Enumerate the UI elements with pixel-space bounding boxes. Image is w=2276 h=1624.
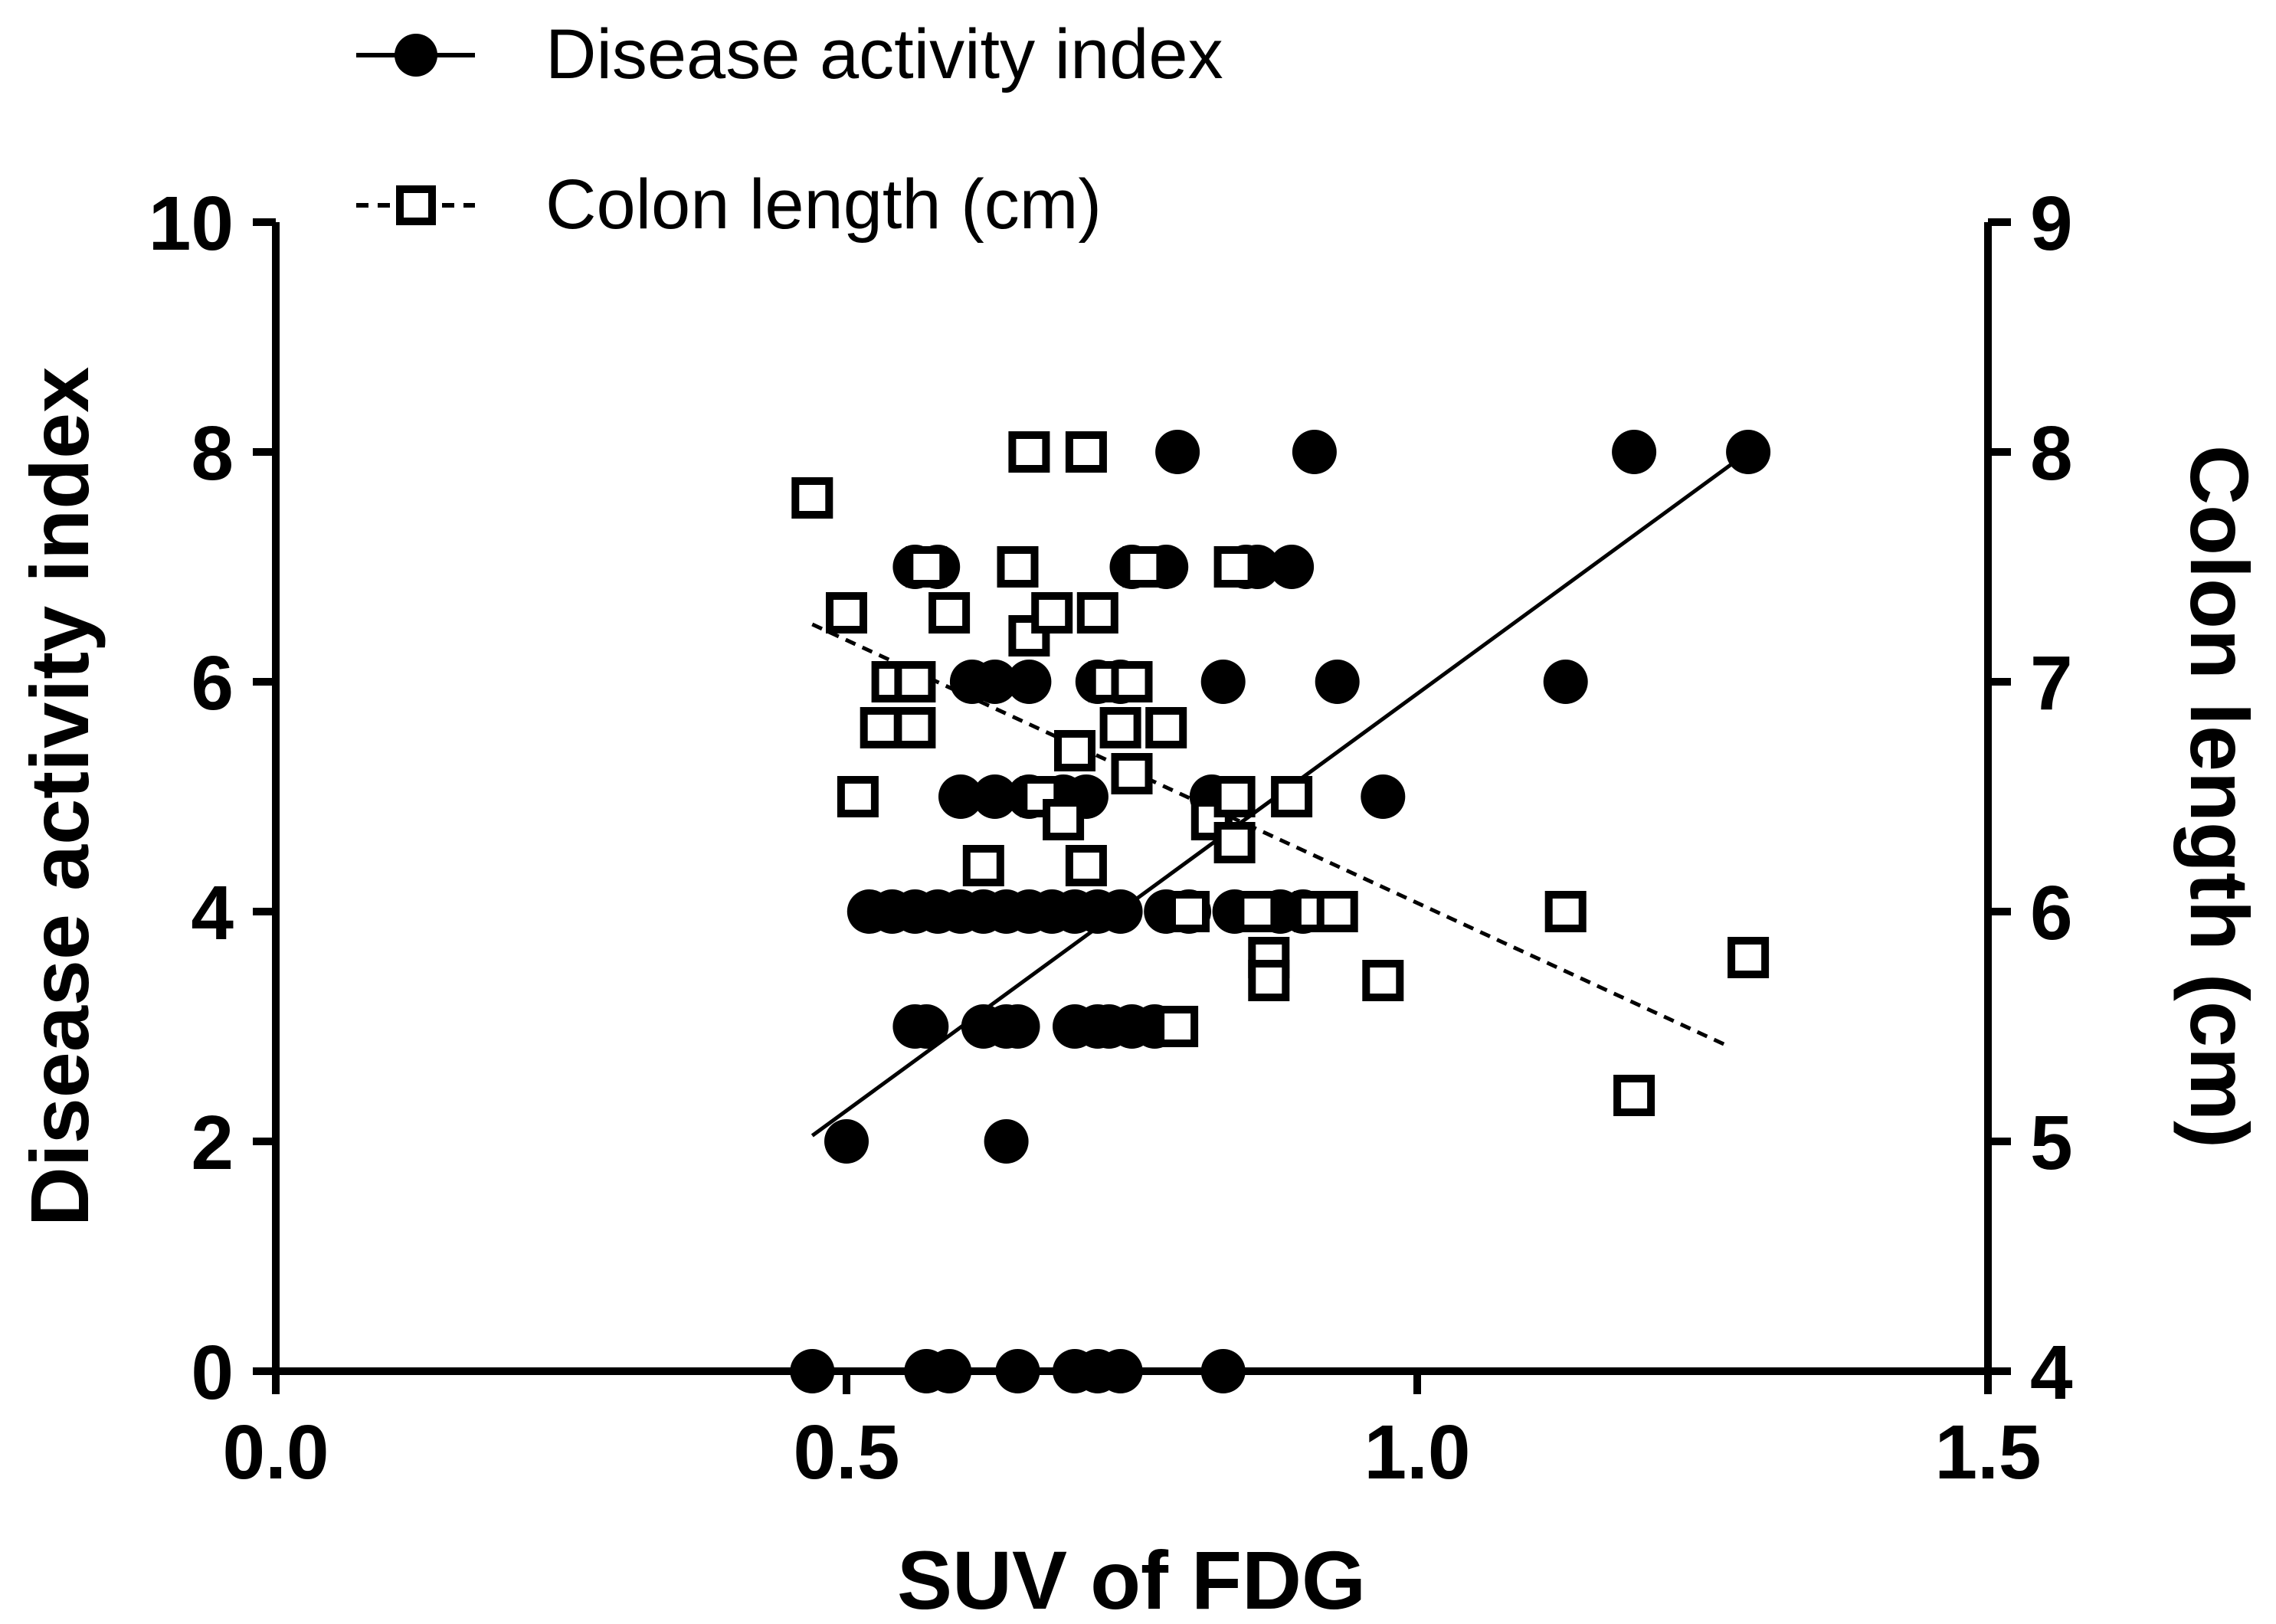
colon-length-point [1213,546,1256,588]
left-y-ticks: 0 2 4 6 8 10 [149,181,276,1416]
colon-length-point [1099,707,1141,748]
colon-length-point [1043,799,1085,840]
colon-length-point [1111,753,1153,794]
right-y-axis-title: Colon length (cm) [2173,445,2266,1148]
colon-length-point [1020,776,1062,817]
legend-label-disease-activity: Disease activity index [545,15,1223,93]
left-y-tick-label: 2 [191,1100,234,1186]
disease-activity-point [1200,660,1246,704]
disease-activity-points [790,430,1771,1393]
disease-activity-point [824,1119,869,1164]
x-tick-label: 1.0 [1364,1410,1470,1495]
left-y-tick-label: 4 [191,870,234,956]
right-y-tick-label: 8 [2030,411,2073,496]
disease-activity-point [1292,430,1337,474]
x-axis-title: SUV of FDG [897,1534,1366,1624]
disease-activity-point [1200,1349,1246,1393]
colon-length-point [860,707,902,748]
colon-length-point [1122,546,1164,588]
colon-length-point [1316,891,1358,932]
colon-length-point [894,707,936,748]
disease-activity-point [1098,889,1143,934]
colon-length-point [1111,661,1153,702]
x-tick-label: 0.0 [222,1410,329,1495]
x-tick-label: 1.5 [1934,1410,2041,1495]
disease-activity-point [790,1349,835,1393]
left-y-tick-label: 10 [149,181,234,267]
colon-length-point [1544,891,1587,932]
axes: 0.0 0.5 1.0 1.5 0 2 4 6 8 10 4 5 6 7 8 9 [149,181,2073,1495]
disease-activity-point [984,1119,1029,1164]
colon-length-point [1076,592,1118,634]
left-y-tick-label: 0 [191,1330,234,1416]
legend-entry-colon-length: Colon length (cm) [356,165,1102,244]
legend-entry-disease-activity: Disease activity index [356,15,1223,93]
colon-length-point [1008,431,1050,473]
right-y-tick-label: 6 [2030,870,2073,956]
colon-length-point [826,592,867,634]
left-y-axis-title: Disease activity index [13,367,106,1227]
colon-length-point [791,477,833,519]
disease-activity-point [1543,660,1588,704]
colon-length-point [1213,776,1256,817]
right-y-tick-label: 4 [2030,1330,2073,1416]
legend-label-colon-length: Colon length (cm) [545,165,1102,244]
colon-length-point [1031,592,1073,634]
disease-activity-point [972,774,1017,819]
colon-length-point [1168,891,1210,932]
colon-length-point [837,776,879,817]
colon-length-point [1065,845,1107,886]
colon-length-point [1145,707,1187,748]
x-ticks: 0.0 0.5 1.0 1.5 [222,1371,2042,1495]
colon-length-point [1271,776,1313,817]
disease-activity-point [1269,545,1315,589]
colon-length-point [1213,822,1256,863]
colon-length-point [1362,960,1404,1001]
x-tick-label: 0.5 [793,1410,899,1495]
colon-length-point [1236,891,1279,932]
right-y-tick-label: 7 [2030,640,2073,726]
colon-length-point [1054,730,1095,771]
disease-activity-point [1155,430,1200,474]
legend: Disease activity index Colon length (cm) [356,15,1223,244]
disease-activity-point [1612,430,1657,474]
disease-activity-point [1361,774,1406,819]
right-y-tick-label: 9 [2030,181,2073,267]
disease-activity-point [1098,1349,1143,1393]
right-y-ticks: 4 5 6 7 8 9 [1988,181,2073,1416]
colon-length-point [905,546,948,588]
disease-activity-point [1726,430,1771,474]
colon-length-point [1157,1006,1199,1047]
colon-length-point [1727,937,1770,978]
legend-marker-open-square [396,185,436,225]
disease-activity-point [938,774,983,819]
colon-length-point [894,661,936,702]
disease-activity-point [927,1349,972,1393]
legend-marker-filled-circle [395,34,437,77]
disease-activity-point [995,1004,1040,1049]
disease-activity-point [1315,660,1360,704]
colon-length-point [1008,615,1050,656]
right-y-tick-label: 5 [2030,1100,2073,1186]
colon-length-point [1248,960,1290,1001]
disease-activity-point [904,1004,949,1049]
colon-length-point [1065,431,1107,473]
colon-length-point [962,845,1004,886]
left-y-tick-label: 8 [191,411,234,496]
disease-activity-point [972,660,1017,704]
colon-length-point [1613,1075,1655,1116]
colon-length-points [791,431,1770,1116]
disease-activity-point [995,1349,1040,1393]
colon-length-point [928,592,971,634]
left-y-tick-label: 6 [191,640,234,726]
disease-activity-point [1007,660,1052,704]
colon-length-point [997,546,1039,588]
